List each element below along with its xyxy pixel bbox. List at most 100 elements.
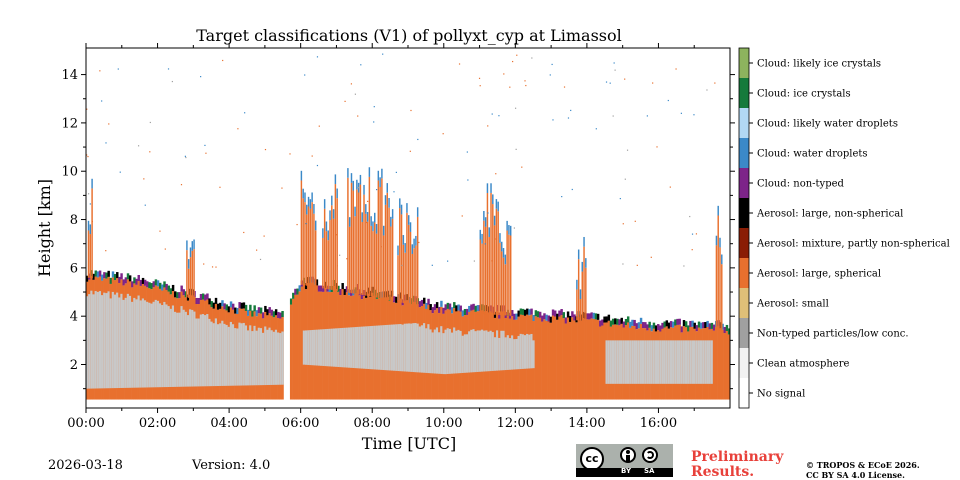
low-conc-region: [397, 324, 400, 372]
noise-pixel: [624, 178, 626, 180]
plume-column: [581, 271, 583, 321]
cloud-top-pixel: [268, 307, 271, 314]
cc-icon: cc: [580, 447, 604, 471]
cloud-top-pixel: [594, 313, 598, 320]
plume-top: [363, 184, 365, 195]
cloud-top-pixel: [135, 278, 138, 285]
cloud-top-pixel: [178, 292, 181, 299]
low-conc-region: [167, 306, 171, 388]
noise-pixel: [167, 68, 170, 70]
plume-column: [300, 180, 303, 285]
plume-column: [501, 251, 503, 316]
low-conc-region: [622, 340, 626, 384]
cloud-top-pixel: [699, 322, 703, 329]
low-conc-region: [704, 340, 707, 384]
cloud-top-pixel: [262, 312, 265, 319]
cloud-top-pixel: [659, 325, 662, 332]
low-conc-region: [337, 328, 340, 367]
low-conc-region: [169, 308, 173, 387]
low-conc-region: [101, 295, 104, 389]
cloud-top-pixel: [657, 324, 660, 331]
cloud-top-pixel: [392, 296, 396, 303]
low-conc-region: [223, 323, 226, 386]
colorbar-segment: [739, 348, 749, 379]
cloud-top-pixel: [294, 288, 297, 295]
low-conc-region: [515, 338, 518, 370]
aerosol-column: [725, 330, 729, 400]
noise-pixel: [612, 115, 614, 117]
aerosol-column: [717, 326, 720, 400]
cloud-top-pixel: [545, 314, 548, 321]
noise-pixel: [634, 220, 636, 222]
plume-column: [374, 222, 376, 298]
noise-pixel: [149, 121, 151, 124]
noise-pixel: [689, 215, 691, 218]
cloud-top-pixel: [626, 316, 630, 323]
plume-top: [366, 212, 369, 222]
low-conc-region: [161, 305, 164, 388]
noise-pixel: [570, 109, 572, 112]
low-conc-region: [195, 318, 198, 387]
low-conc-region: [678, 340, 681, 384]
noise-pixel: [667, 99, 669, 102]
plume-top: [325, 221, 328, 232]
cloud-top-pixel: [279, 312, 282, 319]
low-conc-region: [186, 315, 190, 387]
noise-pixel: [418, 241, 420, 244]
cloud-top-pixel: [274, 309, 278, 316]
plume-column: [332, 218, 335, 291]
noise-pixel: [503, 73, 505, 75]
plume-top: [327, 230, 329, 241]
low-conc-region: [401, 324, 405, 372]
plume-column: [509, 235, 512, 316]
low-conc-region: [380, 325, 383, 370]
low-conc-region: [128, 295, 132, 388]
low-conc-region: [216, 324, 220, 387]
low-conc-region: [644, 340, 647, 384]
low-conc-region: [126, 293, 130, 388]
plume-column: [486, 192, 489, 315]
cloud-top-pixel: [182, 289, 186, 296]
cloud-top-pixel: [216, 303, 220, 310]
plume-top: [719, 237, 721, 248]
cloud-top-pixel: [440, 300, 443, 307]
cloud-top-pixel: [635, 323, 638, 330]
aerosol-column: [714, 327, 718, 400]
cloud-top-pixel: [156, 280, 160, 287]
cloud-top-pixel: [457, 304, 460, 311]
plume-top: [479, 229, 482, 240]
cloud-top-pixel: [476, 305, 480, 312]
plume-top: [506, 220, 508, 231]
cloud-top-pixel: [618, 319, 621, 326]
low-conc-region: [444, 329, 447, 375]
plume-top: [576, 279, 578, 290]
noise-pixel: [101, 100, 103, 102]
low-conc-region: [111, 291, 115, 389]
plume-top: [347, 168, 349, 178]
cloud-top-pixel: [678, 318, 681, 325]
plume-top: [348, 217, 351, 227]
low-conc-region: [435, 327, 439, 374]
plume-top: [490, 183, 492, 193]
noise-pixel: [626, 149, 629, 151]
low-conc-region: [206, 314, 209, 387]
plume-top: [413, 238, 415, 249]
cloud-top-pixel: [94, 270, 98, 277]
cloud-top-pixel: [257, 307, 261, 314]
plume-column: [404, 252, 406, 304]
low-conc-region: [356, 326, 359, 369]
noise-pixel: [521, 166, 523, 168]
aerosol-column: [289, 304, 293, 400]
cloud-top-pixel: [695, 325, 699, 332]
low-conc-region: [105, 293, 108, 389]
low-conc-region: [493, 337, 497, 371]
aerosol-column: [721, 329, 724, 400]
cloud-top-pixel: [433, 304, 437, 311]
x-tick-label: 08:00: [353, 416, 390, 431]
preliminary-line2: Results.: [691, 464, 755, 480]
cloud-top-pixel: [141, 277, 145, 284]
low-conc-region: [249, 325, 252, 386]
low-conc-region: [253, 325, 256, 386]
aerosol-column: [712, 330, 716, 400]
noise-pixel: [515, 148, 517, 150]
